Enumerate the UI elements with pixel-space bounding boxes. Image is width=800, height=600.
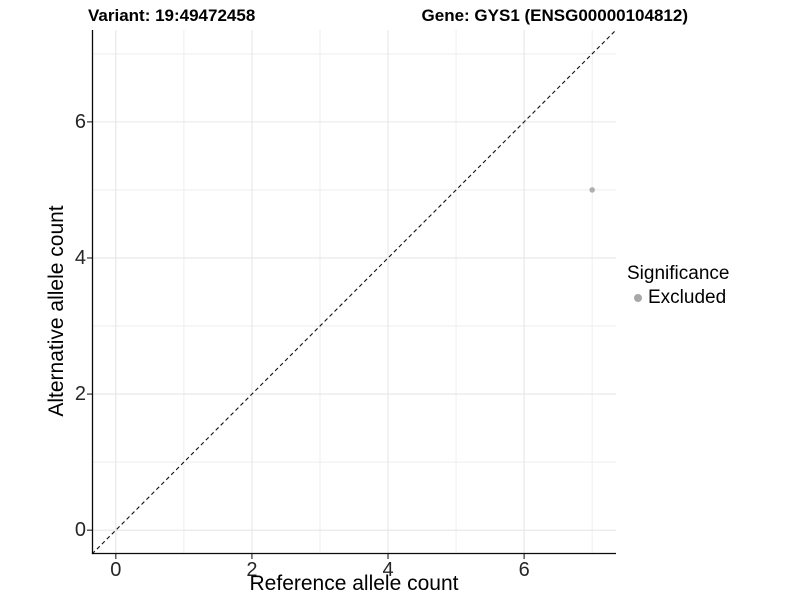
plot-panel	[87, 29, 617, 559]
plot-title-row: Variant: 19:49472458 Gene: GYS1 (ENSG000…	[88, 6, 688, 26]
y-tick-label: 4	[74, 246, 86, 269]
data-point	[589, 187, 595, 193]
y-tick-label: 6	[74, 110, 86, 133]
legend-point-icon	[634, 294, 642, 302]
legend-item-label: Excluded	[648, 287, 727, 308]
gene-title: Gene: GYS1 (ENSG00000104812)	[421, 6, 688, 25]
x-tick-label: 4	[382, 559, 394, 581]
x-tick-label: 2	[246, 559, 258, 581]
legend-item-excluded: Excluded	[627, 287, 729, 309]
identity-line	[91, 29, 617, 555]
variant-title: Variant: 19:49472458	[88, 6, 256, 25]
y-axis-title: Alternative allele count	[45, 205, 68, 417]
y-tick-label: 2	[74, 383, 86, 406]
legend: Significance Excluded	[627, 262, 729, 309]
y-tick-label: 0	[74, 519, 86, 542]
x-tick-label: 0	[110, 559, 122, 581]
x-axis-title: Reference allele count	[249, 572, 459, 595]
legend-title: Significance	[627, 263, 730, 284]
x-tick-label: 6	[518, 559, 530, 581]
